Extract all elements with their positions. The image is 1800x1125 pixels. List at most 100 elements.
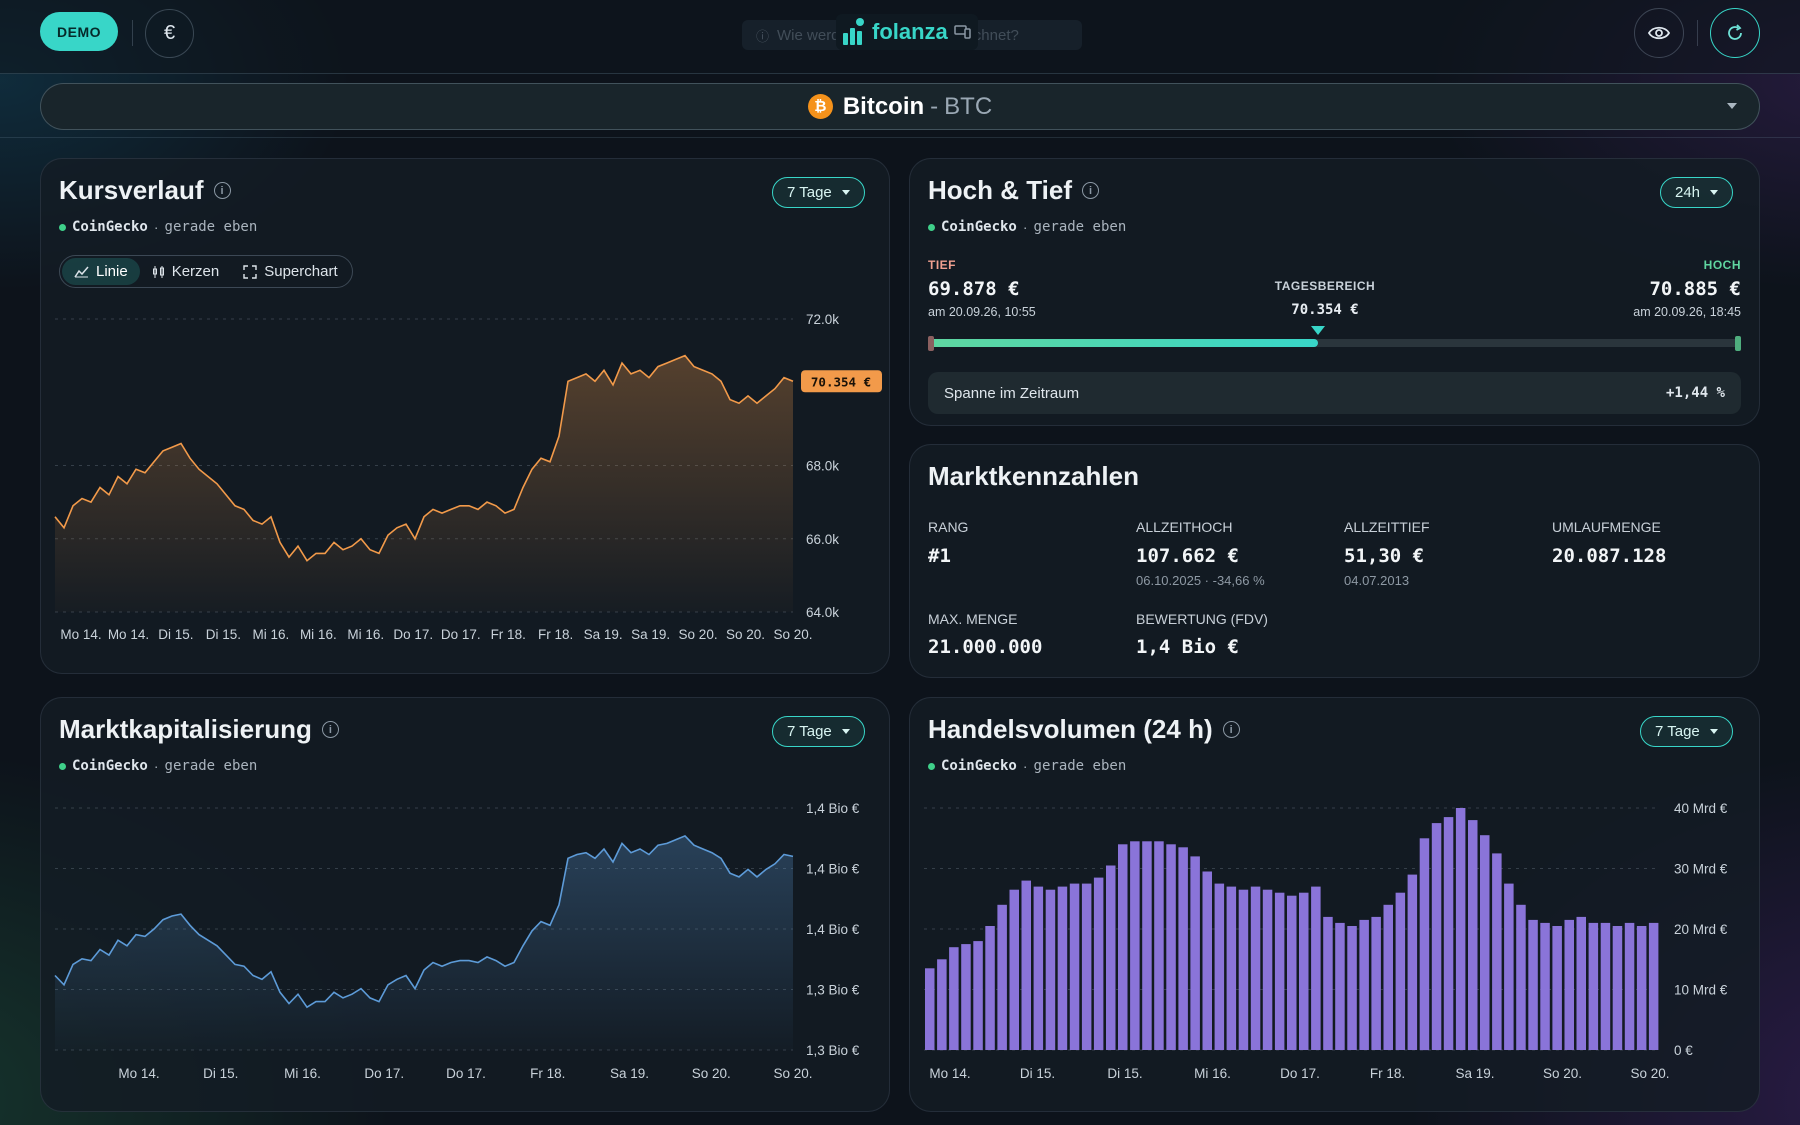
updated-text: gerade eben	[164, 758, 258, 774]
line-chart-icon	[74, 266, 89, 278]
volume-bar	[1576, 916, 1586, 1050]
x-tick-label: Fr 18.	[530, 1066, 565, 1081]
expand-icon	[243, 264, 257, 279]
x-tick-label: Fr 18.	[491, 627, 526, 642]
x-tick-label: So 20.	[1630, 1066, 1669, 1081]
volume-bar	[1166, 844, 1176, 1050]
period-label: 7 Tage	[787, 184, 832, 201]
rank-label: RANG	[928, 519, 969, 535]
ath-value: 107.662 €	[1136, 545, 1239, 567]
card-title-text: Handelsvolumen (24 h)	[928, 714, 1213, 744]
volume-bar	[1600, 922, 1611, 1050]
volume-bar	[1226, 886, 1237, 1050]
volume-bar	[1407, 874, 1418, 1050]
volume-bar	[1371, 916, 1381, 1050]
volume-bar	[1564, 919, 1574, 1050]
volume-bar	[1395, 892, 1406, 1050]
info-icon: ⓘ	[756, 28, 770, 44]
span-label: Spanne im Zeitraum	[944, 384, 1080, 402]
volume-card: Handelsvolumen (24 h) i 7 Tage CoinGecko…	[909, 697, 1760, 1112]
y-tick-label: 1,4 Bio €	[806, 801, 860, 816]
fdv-value: 1,4 Bio €	[1136, 636, 1239, 658]
x-tick-label: So 20.	[726, 627, 765, 642]
chevron-down-icon	[1710, 190, 1719, 195]
tab-kerzen[interactable]: Kerzen	[140, 258, 232, 285]
period-dropdown[interactable]: 7 Tage	[772, 716, 865, 747]
info-icon[interactable]: i	[321, 721, 339, 738]
atl-sub: 04.07.2013	[1344, 573, 1410, 588]
source-name: CoinGecko	[941, 758, 1017, 774]
volume-bar	[1612, 926, 1623, 1050]
low-block: TIEF 69.878 € am 20.09.26, 10:55	[928, 258, 1036, 319]
volume-chart: 40 Mrd € 30 Mrd € 20 Mrd € 10 Mrd € 0 € Mo 14…	[924, 801, 1728, 1081]
period-dropdown[interactable]: 24h	[1660, 177, 1734, 208]
currency-button[interactable]: €	[145, 9, 194, 58]
span-value: +1,44 %	[1665, 385, 1725, 401]
volume-bar	[1552, 926, 1562, 1050]
tab-superchart[interactable]: Superchart	[231, 258, 349, 285]
supply-value: 20.087.128	[1552, 545, 1667, 567]
volume-bar	[1299, 892, 1309, 1050]
volume-bar	[1093, 877, 1104, 1050]
volume-bar	[1274, 892, 1285, 1050]
high-low-card: Hoch & Tief i 24h CoinGecko · gerade ebe…	[909, 158, 1760, 426]
x-tick-label: So 20.	[679, 627, 718, 642]
volume-bar	[1516, 904, 1526, 1050]
info-icon[interactable]: i	[1081, 182, 1099, 199]
demo-badge[interactable]: DEMO	[40, 12, 118, 51]
area-fill	[55, 835, 793, 1050]
period-label: 7 Tage	[787, 723, 832, 740]
volume-bar	[1492, 853, 1502, 1050]
volume-bar	[1118, 844, 1128, 1050]
high-label: HOCH	[1703, 258, 1741, 272]
x-tick-label: So 20.	[692, 1066, 731, 1081]
info-icon[interactable]: i	[213, 182, 231, 199]
volume-bar	[1359, 919, 1369, 1050]
x-tick-label: Sa 19.	[584, 627, 623, 642]
y-tick-label: 64.0k	[806, 605, 839, 620]
volume-bar	[1323, 916, 1333, 1050]
period-dropdown[interactable]: 7 Tage	[1640, 716, 1733, 747]
volume-bar	[997, 904, 1007, 1050]
high-marker	[1735, 336, 1741, 351]
high-value: 70.885 €	[1649, 278, 1741, 300]
chart-type-switch: Linie Kerzen Superchart	[59, 255, 353, 288]
x-tick-label: Do 17.	[364, 1066, 404, 1081]
range-fill	[928, 339, 1319, 347]
span-row: Spanne im Zeitraum +1,44 %	[928, 372, 1741, 414]
volume-bar	[1262, 889, 1273, 1050]
volume-bar	[1636, 926, 1647, 1050]
x-tick-label: So 20.	[1543, 1066, 1582, 1081]
volume-bar	[1455, 808, 1466, 1050]
x-tick-label: Fr 18.	[1370, 1066, 1405, 1081]
volume-bar	[1624, 922, 1635, 1050]
period-label: 7 Tage	[1655, 723, 1700, 740]
top-bar: DEMO € ⓘ Wie werden Kennzahlen berechnet…	[0, 0, 1800, 74]
volume-bar	[985, 926, 995, 1050]
volume-bar	[1190, 856, 1200, 1050]
logo[interactable]: folanza	[836, 14, 978, 50]
price-chart: 72.0k 68.0k 66.0k 64.0k Mo 14. Mo 14. Di 15. Di…	[54, 312, 882, 642]
y-tick-label: 20 Mrd €	[1674, 922, 1728, 937]
x-tick-label: Mi 16.	[284, 1066, 321, 1081]
volume-bar	[1057, 886, 1068, 1050]
range-bar	[928, 326, 1741, 351]
tab-linie[interactable]: Linie	[62, 258, 140, 285]
x-tick-label: Mo 14.	[118, 1066, 159, 1081]
visibility-toggle-button[interactable]	[1634, 8, 1684, 58]
current-price-tag	[801, 370, 882, 393]
info-icon[interactable]: i	[1222, 721, 1240, 738]
volume-bar	[973, 941, 983, 1050]
refresh-button[interactable]	[1710, 8, 1760, 58]
volume-bar	[1178, 847, 1188, 1050]
tab-label: Kerzen	[171, 263, 220, 280]
x-tick-label: So 20.	[773, 627, 812, 642]
period-dropdown[interactable]: 7 Tage	[772, 177, 865, 208]
volume-bar	[1431, 823, 1442, 1050]
source-name: CoinGecko	[72, 219, 148, 235]
asset-selector[interactable]: ₿ Bitcoin - BTC	[40, 83, 1760, 130]
volume-bar	[1009, 889, 1019, 1050]
x-tick-label: Mo 14.	[108, 627, 149, 642]
x-tick-label: Di 15.	[203, 1066, 238, 1081]
candles-icon	[152, 265, 164, 278]
